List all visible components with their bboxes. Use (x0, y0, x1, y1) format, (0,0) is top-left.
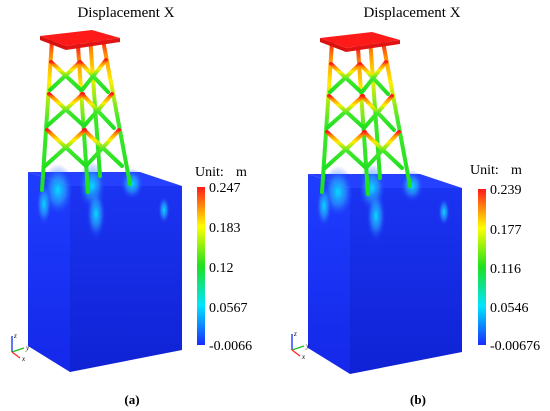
panel-b-tick-2: 0.116 (490, 262, 521, 277)
axis-z-label: z (13, 332, 17, 340)
panel-a: Displacement X Unit: m 0.247 0.183 0.12 … (11, 5, 252, 407)
panel-a-axis-triad: z x y (11, 332, 30, 363)
panel-b-unit-label: Unit: (470, 163, 499, 178)
panel-b-tick-0: 0.239 (490, 183, 522, 198)
panel-a-unit: m (236, 165, 247, 180)
panel-a-title: Displacement X (77, 5, 174, 21)
panel-b-tick-3: 0.0546 (490, 301, 529, 316)
panel-a-colorbar (197, 187, 205, 345)
panel-b-axis-triad: z x y (291, 330, 310, 361)
axis-y-label: y (25, 344, 30, 352)
panel-a-caption: (a) (124, 392, 139, 407)
panel-a-tick-4: -0.0066 (209, 339, 252, 354)
panel-a-tick-1: 0.183 (209, 221, 241, 236)
axis-y-label: y (305, 342, 310, 350)
axis-z-label: z (293, 330, 297, 338)
panel-b-colorbar (478, 189, 486, 345)
panel-b: Displacement X Unit: m 0.239 0.177 0.116… (291, 5, 540, 407)
panel-b-caption: (b) (410, 392, 426, 407)
panel-b-tick-4: -0.00676 (490, 339, 540, 354)
axis-x-label: x (21, 355, 26, 363)
panel-a-unit-label: Unit: (195, 165, 224, 180)
panel-a-tick-0: 0.247 (209, 181, 241, 196)
panel-a-tick-2: 0.12 (209, 261, 234, 276)
panel-b-title: Displacement X (363, 5, 460, 21)
panel-a-tick-3: 0.0567 (209, 301, 248, 316)
panel-b-tick-1: 0.177 (490, 223, 522, 238)
panel-b-unit: m (511, 163, 522, 178)
axis-x-label: x (301, 353, 306, 361)
